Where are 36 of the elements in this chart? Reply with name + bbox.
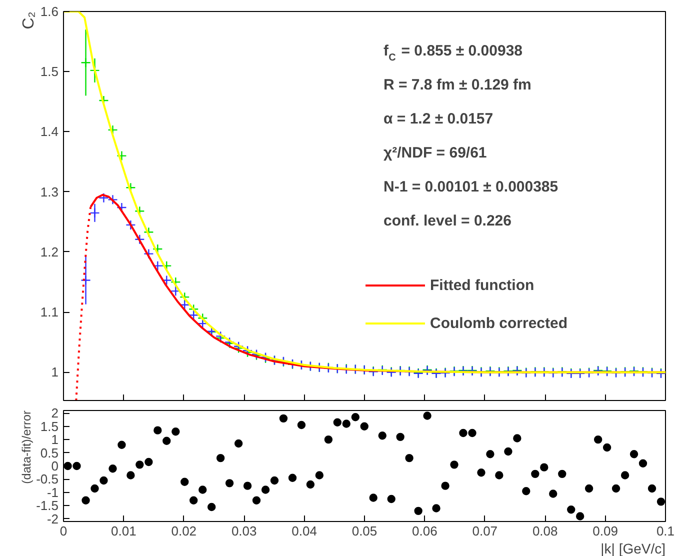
- y-tick-label: -1: [46, 484, 59, 500]
- x-tick-label: 0.09: [592, 524, 618, 538]
- y-tick-label: 1.5: [40, 64, 59, 80]
- x-tick-label: 0.07: [472, 524, 498, 538]
- x-tick-label: 0.1: [656, 524, 675, 538]
- annotation: α = 1.2 ± 0.0157: [384, 110, 494, 128]
- y-axis-title: (data-fit)/error: [20, 410, 34, 484]
- y-tick-label: 0.5: [40, 445, 59, 460]
- y-tick-label: 1.1: [40, 304, 59, 320]
- legend-label: Coulomb corrected: [430, 314, 568, 332]
- y-tick-label: -0.5: [36, 472, 59, 487]
- y-tick-label: -1.5: [36, 498, 59, 514]
- legend-label: Fitted function: [430, 276, 534, 294]
- x-tick-label: 0.01: [111, 524, 136, 538]
- y-tick-label: 1.6: [40, 4, 59, 19]
- y-tick-label: 1.3: [40, 184, 59, 200]
- y-axis-title: C₂: [20, 12, 38, 30]
- x-tick-label: 0.08: [532, 524, 558, 538]
- x-tick-label: 0.02: [171, 524, 197, 538]
- y-tick-label: 1.2: [40, 244, 59, 260]
- y-tick-label: 2: [51, 406, 59, 421]
- annotation: conf. level = 0.226: [384, 212, 512, 230]
- x-tick-label: 0.03: [231, 524, 257, 538]
- x-tick-label: 0.05: [352, 524, 378, 538]
- annotation: χ²/NDF = 69/61: [384, 144, 487, 162]
- y-tick-label: 0: [51, 458, 59, 474]
- line-series: [64, 12, 666, 374]
- y-tick-label: 1.5: [40, 418, 59, 434]
- y-tick-label: 1: [51, 432, 59, 448]
- y-tick-label: -2: [46, 511, 59, 526]
- x-tick-label: 0.04: [292, 524, 317, 538]
- annotation: R = 7.8 fm ± 0.129 fm: [384, 76, 532, 94]
- y-tick-label: 1.4: [40, 124, 59, 140]
- y-tick-label: 1: [51, 364, 59, 380]
- annotation: N-1 = 0.00101 ± 0.000385: [384, 178, 558, 196]
- x-tick-label: 0.06: [412, 524, 438, 538]
